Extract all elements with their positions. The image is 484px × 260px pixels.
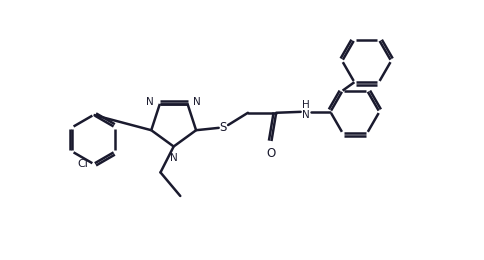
Text: O: O [266, 147, 275, 160]
Text: Cl: Cl [77, 159, 88, 169]
Text: N: N [170, 153, 178, 163]
Text: N: N [147, 97, 154, 107]
Text: S: S [220, 121, 227, 134]
Text: N: N [193, 97, 201, 107]
Text: N: N [302, 110, 309, 120]
Text: H: H [302, 100, 309, 110]
